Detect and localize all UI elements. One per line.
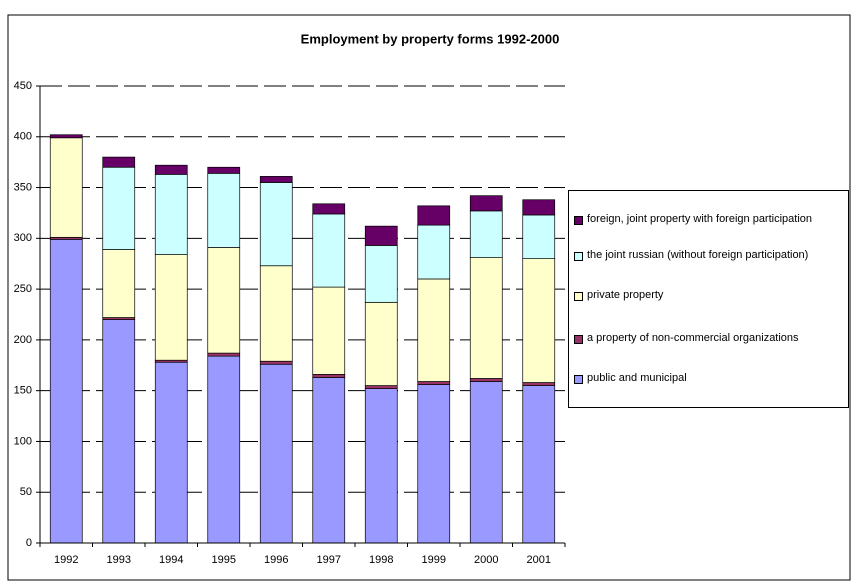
bar-segment	[49, 134, 83, 139]
bar-segment	[259, 182, 293, 267]
bar-segment	[522, 385, 556, 544]
x-tick-label: 1993	[107, 554, 131, 566]
legend-label: public and municipal	[587, 372, 687, 384]
y-tick-label: 300	[14, 232, 32, 244]
bar-segment	[364, 385, 398, 389]
y-tick-label: 150	[14, 385, 32, 397]
bar-segment	[312, 203, 346, 215]
x-tick-label: 1996	[264, 554, 288, 566]
bar-segment	[207, 355, 241, 544]
bar-segment	[154, 174, 188, 255]
bar-segment	[522, 382, 556, 386]
bar-segment	[364, 301, 398, 386]
legend-entry: the joint russian (without foreign parti…	[574, 249, 846, 262]
x-tick-label: 1995	[212, 554, 236, 566]
bar-segment	[102, 319, 136, 544]
bar-segment	[522, 214, 556, 259]
y-tick-label: 100	[14, 435, 32, 447]
bar-segment	[312, 213, 346, 288]
legend-label: a property of non-commercial organizatio…	[587, 332, 799, 344]
bar-segment	[312, 377, 346, 544]
bar-segment	[469, 195, 503, 212]
bar-segment	[259, 360, 293, 365]
legend-swatch	[574, 335, 583, 344]
bar-segment	[417, 381, 451, 385]
bar-segment	[364, 388, 398, 544]
x-tick-label: 1992	[54, 554, 78, 566]
bar-segment	[154, 164, 188, 175]
legend-entry: private property	[574, 289, 846, 302]
chart-title: Employment by property forms 1992-2000	[301, 31, 560, 46]
legend-label: foreign, joint property with foreign par…	[587, 213, 813, 225]
y-tick-label: 50	[20, 486, 32, 498]
legend-swatch	[574, 216, 583, 225]
legend-swatch	[574, 252, 583, 261]
bar-segment	[154, 254, 188, 361]
x-tick-label: 2000	[474, 554, 498, 566]
bar-segment	[154, 361, 188, 544]
bar-segment	[207, 352, 241, 357]
bar-segment	[49, 238, 83, 544]
bar-segment	[417, 205, 451, 226]
bar-segment	[417, 224, 451, 280]
y-tick-label: 450	[14, 80, 32, 92]
bar-segment	[364, 225, 398, 246]
legend-swatch	[574, 292, 583, 301]
bar-segment	[102, 249, 136, 318]
bar-segment	[522, 258, 556, 383]
bar-segment	[259, 265, 293, 362]
bar-segment	[417, 278, 451, 382]
y-tick-label: 200	[14, 334, 32, 346]
x-tick-label: 1999	[422, 554, 446, 566]
x-tick-label: 1998	[369, 554, 393, 566]
bar-segment	[522, 199, 556, 216]
bar-segment	[469, 378, 503, 382]
bar-segment	[364, 245, 398, 303]
bar-segment	[312, 374, 346, 378]
bar-segment	[469, 210, 503, 258]
legend-swatch	[574, 375, 583, 384]
bar-segment	[417, 384, 451, 544]
legend-entry: a property of non-commercial organizatio…	[574, 332, 846, 345]
bar-segment	[469, 257, 503, 379]
bar-segment	[259, 363, 293, 544]
bar-segment	[469, 381, 503, 544]
y-tick-label: 0	[26, 537, 32, 549]
bar-segment	[102, 166, 136, 250]
x-tick-label: 1994	[159, 554, 183, 566]
bar-segment	[49, 137, 83, 238]
bar-segment	[259, 176, 293, 183]
bar-segment	[312, 286, 346, 375]
legend: foreign, joint property with foreign par…	[568, 190, 849, 408]
y-tick-label: 400	[14, 131, 32, 143]
legend-label: the joint russian (without foreign parti…	[587, 249, 809, 261]
x-tick-label: 2001	[527, 554, 551, 566]
x-tick-label: 1997	[317, 554, 341, 566]
bar-segment	[207, 172, 241, 248]
y-tick-label: 250	[14, 283, 32, 295]
bar-segment	[102, 156, 136, 168]
legend-entry: foreign, joint property with foreign par…	[574, 213, 846, 226]
bar-segment	[207, 166, 241, 174]
legend-entry: public and municipal	[574, 372, 846, 385]
bar-segment	[207, 247, 241, 354]
y-tick-label: 350	[14, 181, 32, 193]
legend-label: private property	[587, 289, 664, 301]
